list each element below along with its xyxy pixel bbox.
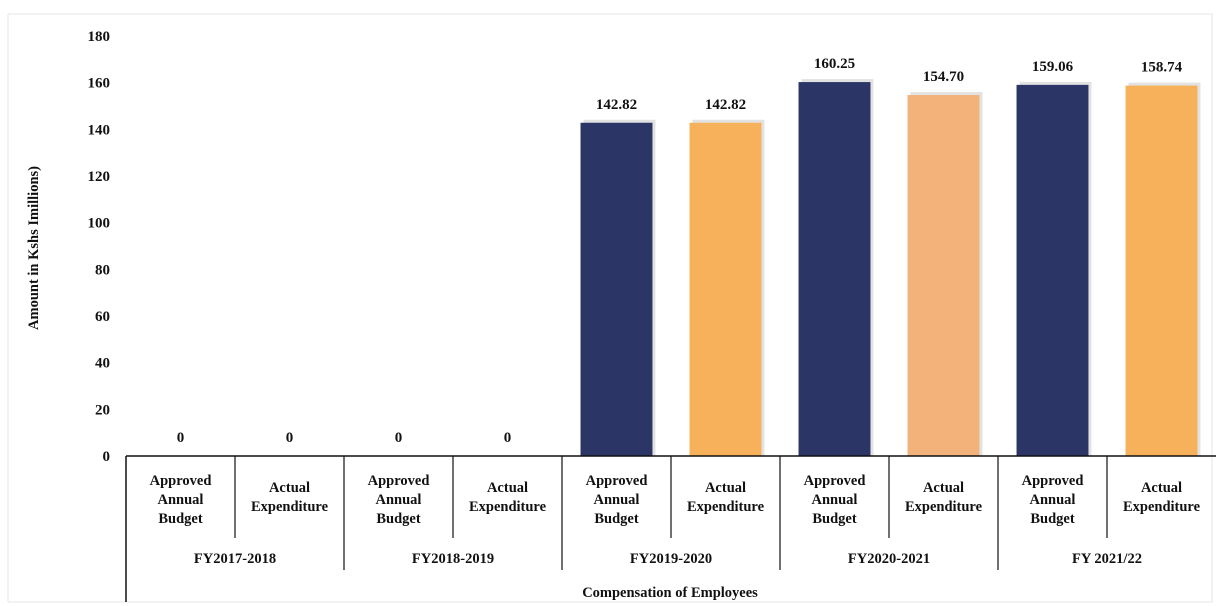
bar-value-label: 0 (177, 430, 185, 446)
bar (580, 122, 653, 457)
y-tick-label: 140 (88, 122, 111, 138)
x-category-label: Approved Annual Budget (586, 473, 648, 527)
y-tick-label: 100 (88, 216, 111, 232)
bar-value-label: 142.82 (596, 97, 637, 113)
bar-value-label: 0 (395, 430, 403, 446)
y-tick-label: 20 (95, 402, 110, 418)
y-tick-label: 40 (95, 356, 110, 372)
x-category-label: Approved Annual Budget (150, 473, 212, 527)
bar (1016, 84, 1089, 457)
bar (689, 122, 762, 457)
bar (1125, 85, 1198, 457)
y-tick-label: 160 (88, 76, 111, 92)
y-axis-title: Amount in Kshs Imillions) (26, 166, 42, 330)
x-group-label: FY2020-2021 (848, 551, 930, 567)
bar-value-label: 142.82 (705, 97, 746, 113)
bar-value-label: 0 (286, 430, 294, 446)
bar (907, 95, 980, 457)
x-category-label: Approved Annual Budget (1022, 473, 1084, 527)
y-axis: 0 20 40 60 80 100 120 140 160 180 (88, 29, 111, 465)
x-category-label: Actual Expenditure (687, 480, 765, 515)
x-category-label: Actual Expenditure (905, 480, 983, 515)
y-tick-label: 80 (95, 262, 110, 278)
x-category-label: Actual Expenditure (251, 480, 329, 515)
x-category-label: Approved Annual Budget (368, 473, 430, 527)
x-axis: Approved Annual Budget Actual Expenditure FY2… (125, 455, 1216, 602)
x-category-label: Actual Expenditure (1123, 480, 1201, 515)
x-group-label: FY2018-2019 (412, 551, 494, 567)
x-group-label: FY2019-2020 (630, 551, 712, 567)
bar (798, 82, 871, 456)
x-category-label: Actual Expenditure (469, 480, 547, 515)
y-tick-label: 180 (88, 29, 111, 45)
bar-value-label: 160.25 (814, 56, 855, 72)
y-tick-label: 0 (103, 449, 111, 465)
bar-value-label: 158.74 (1141, 60, 1183, 76)
x-category-label: Approved Annual Budget (804, 473, 866, 527)
y-tick-label: 60 (95, 309, 110, 325)
x-axis-title: Compensation of Employees (582, 585, 758, 601)
x-group-label: FY2017-2018 (194, 551, 276, 567)
bar-value-label: 154.70 (923, 69, 964, 85)
y-tick-label: 120 (88, 169, 111, 185)
bar-value-label: 159.06 (1032, 59, 1074, 75)
x-group-label: FY 2021/22 (1072, 551, 1142, 567)
bars: 0 0 0 0 142.82 142.82 160.25 154.70 159.06 158.74 (177, 56, 1201, 457)
bar-value-label: 0 (504, 430, 512, 446)
